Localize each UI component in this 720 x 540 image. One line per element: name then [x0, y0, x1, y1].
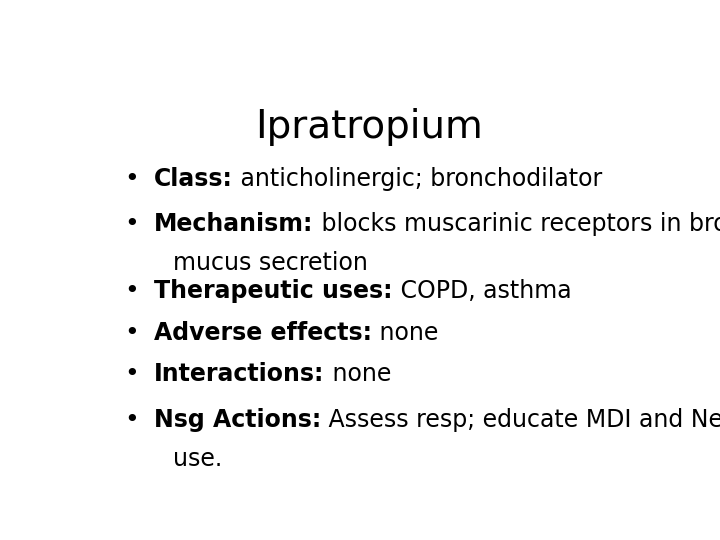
Text: none: none — [325, 362, 391, 386]
Text: Adverse effects:: Adverse effects: — [154, 321, 372, 345]
Text: use.: use. — [173, 447, 222, 471]
Text: Mechanism:: Mechanism: — [154, 212, 313, 237]
Text: •: • — [125, 212, 139, 237]
Text: Therapeutic uses:: Therapeutic uses: — [154, 279, 392, 303]
Text: Nsg Actions:: Nsg Actions: — [154, 408, 321, 432]
Text: Ipratropium: Ipratropium — [255, 109, 483, 146]
Text: •: • — [125, 321, 139, 345]
Text: Assess resp; educate MDI and Neb: Assess resp; educate MDI and Neb — [321, 408, 720, 432]
Text: none: none — [372, 321, 438, 345]
Text: Class:: Class: — [154, 167, 233, 191]
Text: anticholinergic; bronchodilator: anticholinergic; bronchodilator — [233, 167, 603, 191]
Text: COPD, asthma: COPD, asthma — [392, 279, 571, 303]
Text: mucus secretion: mucus secretion — [173, 252, 367, 275]
Text: •: • — [125, 279, 139, 303]
Text: •: • — [125, 362, 139, 386]
Text: •: • — [125, 167, 139, 191]
Text: Interactions:: Interactions: — [154, 362, 325, 386]
Text: blocks muscarinic receptors in bronchi→bronchodilation, motivate cilia, reduce: blocks muscarinic receptors in bronchi→b… — [313, 212, 720, 237]
Text: •: • — [125, 408, 139, 432]
